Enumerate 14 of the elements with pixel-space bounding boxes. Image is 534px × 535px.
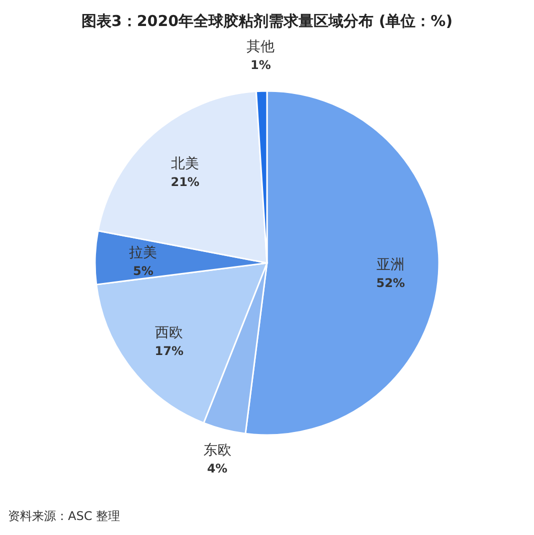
- data-label: 52%: [376, 276, 405, 290]
- data-label: 5%: [133, 264, 154, 278]
- text: 资料来源：ASC 整理: [8, 509, 120, 523]
- slice-label: 北美: [171, 156, 200, 172]
- data-label: 17%: [154, 344, 184, 358]
- slice-label: 亚洲: [376, 256, 405, 273]
- slice-label: 东欧: [203, 442, 232, 459]
- data-label: 1%: [250, 58, 271, 72]
- slice-label: 拉美: [129, 245, 158, 262]
- data-label: 21%: [170, 175, 200, 190]
- slice-label: 西欧: [155, 324, 184, 341]
- slice-label: 其他: [246, 39, 275, 56]
- data-label: 4%: [207, 462, 228, 476]
- chart-title: 图表3：2020年全球胶粘剂需求量区域分布 (单位：%): [81, 12, 453, 30]
